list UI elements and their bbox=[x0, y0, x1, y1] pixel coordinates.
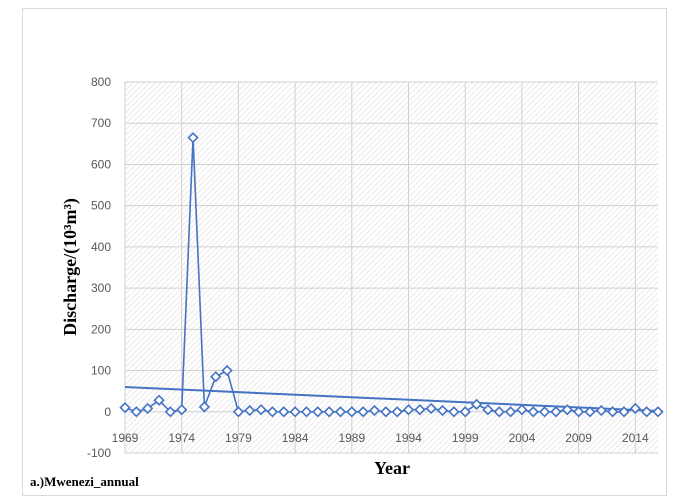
x-tick-label: 1994 bbox=[395, 431, 422, 445]
y-tick-label: 0 bbox=[104, 405, 111, 419]
y-axis-title: Discharge/(10³m³) bbox=[60, 198, 81, 336]
y-tick-label: 400 bbox=[91, 240, 111, 254]
data-point bbox=[210, 371, 222, 383]
y-tick-label: 300 bbox=[91, 281, 111, 295]
data-point bbox=[244, 404, 256, 417]
data-point bbox=[300, 406, 313, 418]
x-tick-label: 2014 bbox=[622, 431, 649, 445]
data-point bbox=[550, 406, 562, 418]
data-point bbox=[119, 402, 131, 414]
data-point bbox=[176, 404, 188, 416]
data-point bbox=[221, 364, 233, 377]
data-point bbox=[368, 404, 381, 417]
data-point bbox=[346, 406, 358, 418]
y-tick-labels: -100 0 100 200 300 400 500 600 700 800 bbox=[87, 75, 111, 460]
data-point bbox=[391, 406, 403, 418]
data-point bbox=[130, 406, 142, 418]
x-tick-label: 2004 bbox=[509, 431, 536, 445]
x-tick-label: 1989 bbox=[338, 431, 365, 445]
data-point bbox=[652, 406, 664, 418]
gridlines bbox=[124, 81, 658, 454]
data-point bbox=[618, 406, 630, 418]
data-point bbox=[504, 406, 517, 418]
y-tick-label: 500 bbox=[91, 199, 111, 213]
x-tick-label: 1999 bbox=[452, 431, 479, 445]
data-point bbox=[629, 402, 641, 415]
data-point bbox=[482, 404, 494, 416]
x-tick-label: 1984 bbox=[282, 431, 309, 445]
data-point bbox=[402, 404, 415, 416]
series-group bbox=[119, 132, 664, 418]
data-point bbox=[278, 406, 290, 418]
y-tick-label: -100 bbox=[87, 446, 111, 460]
data-point bbox=[595, 404, 607, 417]
data-point bbox=[198, 401, 211, 413]
data-point bbox=[153, 394, 165, 406]
data-point bbox=[527, 406, 539, 418]
data-point bbox=[459, 406, 471, 418]
data-point bbox=[289, 406, 301, 418]
data-point bbox=[187, 132, 199, 144]
y-tick-label: 700 bbox=[91, 116, 111, 130]
data-point bbox=[266, 406, 279, 418]
data-point bbox=[561, 404, 573, 416]
chart-caption: a.)Mwenezi_annual bbox=[30, 474, 139, 489]
data-point bbox=[448, 406, 460, 418]
y-tick-label: 200 bbox=[91, 322, 111, 336]
data-point bbox=[232, 406, 245, 418]
data-point bbox=[470, 398, 483, 410]
data-point bbox=[584, 406, 596, 418]
plot-area bbox=[125, 82, 658, 453]
y-tick-label: 800 bbox=[91, 75, 111, 89]
x-tick-label: 1974 bbox=[168, 431, 195, 445]
data-point bbox=[493, 406, 505, 418]
data-point bbox=[538, 406, 551, 418]
data-point bbox=[334, 406, 347, 418]
data-point bbox=[425, 402, 437, 415]
data-point bbox=[380, 406, 392, 418]
x-tick-label: 1979 bbox=[225, 431, 252, 445]
data-point bbox=[323, 406, 335, 418]
y-tick-label: 600 bbox=[91, 157, 111, 171]
x-tick-labels: 1969 1974 1979 1984 1989 1994 1999 2004 2009 2014 bbox=[112, 431, 649, 445]
data-point bbox=[164, 406, 176, 418]
x-tick-label: 1969 bbox=[112, 431, 139, 445]
data-point bbox=[607, 406, 619, 418]
x-tick-label: 2009 bbox=[565, 431, 592, 445]
data-point bbox=[572, 406, 585, 418]
data-point bbox=[436, 404, 449, 417]
y-tick-label: 100 bbox=[91, 364, 111, 378]
data-point bbox=[641, 406, 653, 418]
data-point bbox=[414, 404, 426, 416]
data-point bbox=[142, 402, 154, 415]
data-point bbox=[357, 406, 369, 418]
x-axis-title: Year bbox=[374, 458, 410, 478]
data-point bbox=[516, 404, 528, 416]
data-point bbox=[312, 406, 324, 418]
data-point bbox=[255, 404, 267, 416]
